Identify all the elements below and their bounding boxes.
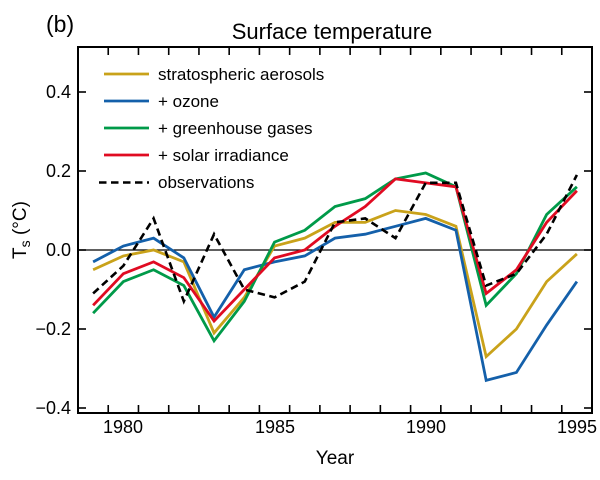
legend: stratospheric aerosols + ozone + greenho…: [158, 65, 324, 192]
y-axis-label-symbol: T: [10, 247, 31, 259]
y-tick-label: 0.0: [46, 240, 71, 260]
plot-frame: [77, 46, 593, 414]
panel-label: (b): [46, 11, 74, 37]
y-axis-label: Ts (°C): [10, 201, 33, 259]
y-tick-label: −0.4: [35, 398, 71, 418]
x-axis-label: Year: [316, 448, 355, 469]
y-tick-label: 0.2: [46, 161, 71, 181]
x-tick-label: 1995: [557, 417, 597, 437]
series-line-ozone: [92, 216, 579, 383]
series-line-greenhouse-gases: [92, 171, 578, 344]
x-tick-labels: 1980 1985 1990 1995: [103, 417, 597, 437]
x-tick-label: 1990: [406, 417, 446, 437]
legend-label-observations: observations: [158, 173, 254, 192]
y-axis-label-unit: (°C): [10, 201, 31, 240]
chart-title: Surface temperature: [232, 19, 433, 44]
series-line-observations: [92, 174, 579, 305]
plot-area: [77, 46, 593, 414]
legend-label-ozone: + ozone: [158, 92, 219, 111]
y-tick-label: −0.2: [35, 319, 71, 339]
legend-label-stratospheric-aerosols: stratospheric aerosols: [158, 65, 324, 84]
legend-label-solar-irradiance: + solar irradiance: [158, 146, 289, 165]
x-tick-label: 1980: [103, 417, 143, 437]
x-tick-label: 1985: [255, 417, 295, 437]
y-axis-label-subscript: s: [17, 240, 33, 247]
series-line-stratospheric-aerosols: [92, 209, 578, 360]
legend-label-greenhouse-gases: + greenhouse gases: [158, 119, 313, 138]
y-tick-label: 0.4: [46, 82, 71, 102]
y-tick-labels: 0.4 0.2 0.0 −0.2 −0.4: [35, 82, 71, 418]
series-line-solar-irradiance: [92, 177, 578, 324]
